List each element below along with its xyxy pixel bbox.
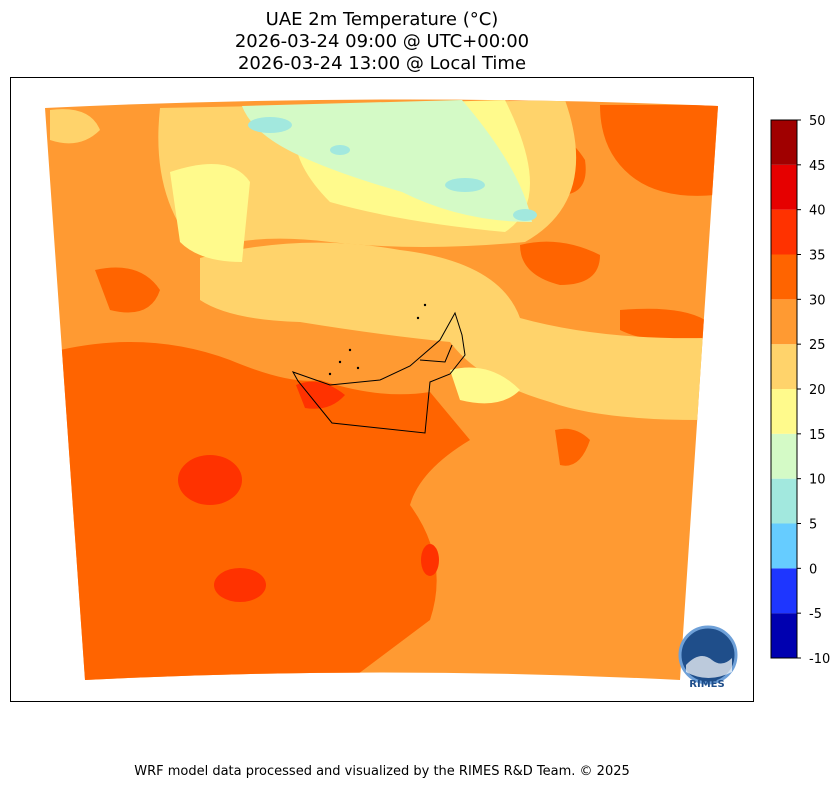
colorbar-tick-label: -10 bbox=[809, 652, 830, 667]
colorbar-band bbox=[771, 389, 797, 434]
colorbar-tick-label: 45 bbox=[809, 159, 826, 174]
colorbar-tick-label: 50 bbox=[809, 114, 826, 129]
colorbar-band bbox=[771, 120, 797, 165]
colorbar-tick-label: 0 bbox=[809, 562, 817, 577]
colorbar-band bbox=[771, 523, 797, 569]
colorbar-band bbox=[771, 613, 797, 658]
footer: WRF model data processed and visualized … bbox=[134, 764, 630, 779]
colorbar-band bbox=[771, 478, 797, 524]
colorbar-tick-label: 25 bbox=[809, 338, 826, 353]
colorbar-band bbox=[771, 568, 797, 614]
colorbar-tick-label: 30 bbox=[809, 293, 826, 308]
colorbar-band bbox=[771, 299, 797, 345]
colorbar-band bbox=[771, 433, 797, 479]
uae-border bbox=[291, 311, 466, 434]
colorbar-tick-label: 15 bbox=[809, 428, 826, 443]
colorbar-band bbox=[771, 164, 797, 210]
colorbar-tick-label: -5 bbox=[809, 607, 822, 622]
logo: RIMES bbox=[678, 625, 738, 690]
islands bbox=[328, 303, 427, 376]
colorbar-band bbox=[771, 344, 797, 389]
colorbar-tick-label: 40 bbox=[809, 204, 826, 219]
colorbar-tick-label: 10 bbox=[809, 473, 826, 488]
title-line: UAE 2m Temperature (°C) bbox=[266, 9, 499, 30]
colorbar-band bbox=[771, 209, 797, 255]
colorbar-band bbox=[771, 254, 797, 300]
map-frame bbox=[10, 77, 754, 702]
colorbar-tick-label: 35 bbox=[809, 249, 826, 264]
temperature-field bbox=[45, 99, 718, 680]
title-line: 2026-03-24 13:00 @ Local Time bbox=[238, 53, 526, 74]
colorbar-tick-label: 5 bbox=[809, 518, 817, 533]
colorbar: -10 -5 0 5 10 15 20 25 30 35 40 45 50 bbox=[770, 114, 830, 667]
colorbar-tick-label: 20 bbox=[809, 383, 826, 398]
logo-text: RIMES bbox=[689, 679, 724, 690]
title-line: 2026-03-24 09:00 @ UTC+00:00 bbox=[235, 31, 529, 52]
